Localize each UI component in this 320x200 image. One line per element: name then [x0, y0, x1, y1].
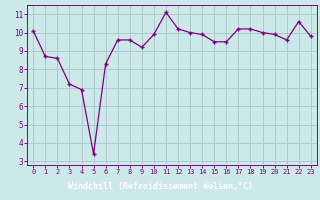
Text: Windchill (Refroidissement éolien,°C): Windchill (Refroidissement éolien,°C): [68, 182, 252, 192]
